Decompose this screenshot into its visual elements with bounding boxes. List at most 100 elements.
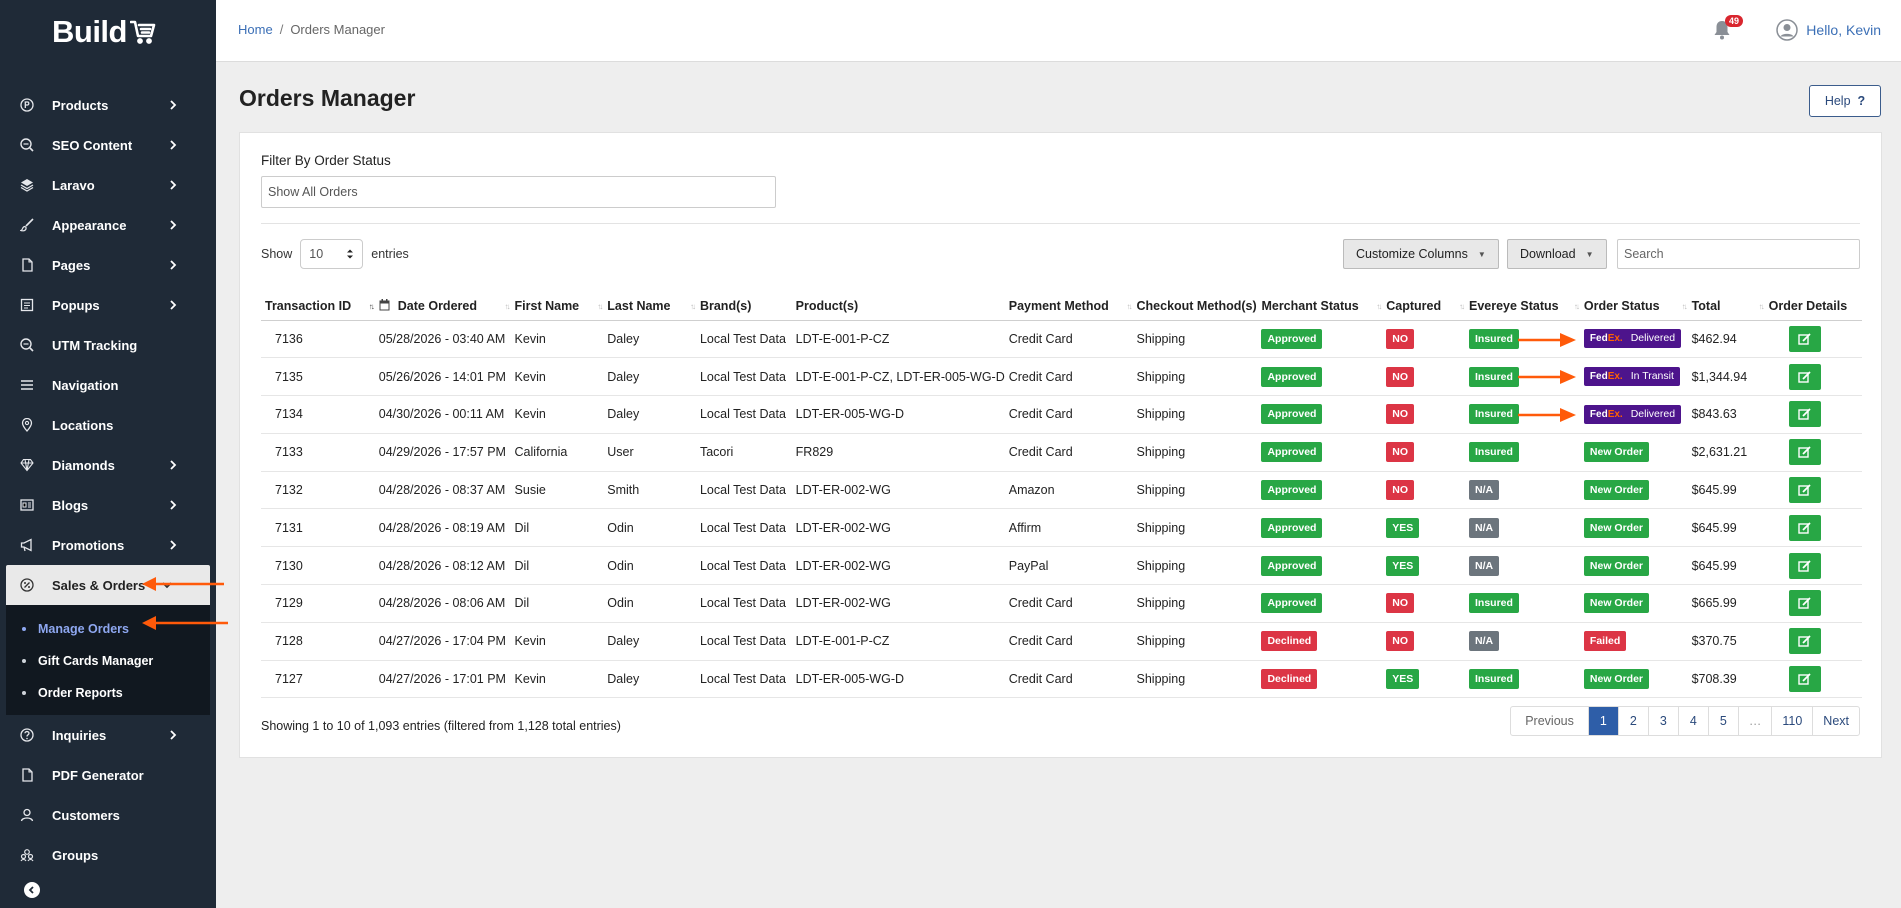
table-row[interactable]: 7130 04/28/2026 - 08:12 AM Dil Odin Local Te…	[261, 546, 1862, 586]
sidebar-item-popups[interactable]: Popups	[0, 285, 216, 325]
submenu-item-order-reports[interactable]: Order Reports	[6, 677, 210, 709]
column-header-brand-s[interactable]: Brand(s)	[695, 293, 792, 321]
table-row[interactable]: 7127 04/27/2026 - 17:01 PM Kevin Daley Local…	[261, 660, 1862, 699]
column-header-order-details[interactable]: Order Details	[1764, 293, 1862, 321]
sidebar-item-blogs[interactable]: Blogs	[0, 485, 216, 525]
edit-order-button[interactable]	[1788, 363, 1821, 390]
search-input[interactable]: Search	[1617, 239, 1860, 269]
calendar-icon	[379, 298, 390, 314]
column-header-label: Order Status	[1583, 299, 1660, 314]
edit-order-button[interactable]	[1788, 628, 1821, 655]
sidebar-item-pdf-generator[interactable]: PDF Generator	[0, 755, 216, 795]
sidebar-item-label: Locations	[52, 417, 114, 433]
table-row[interactable]: 7128 04/27/2026 - 17:04 PM Kevin Daley Local…	[261, 622, 1862, 661]
sidebar-item-laravo[interactable]: Laravo	[0, 165, 216, 205]
edit-order-button[interactable]	[1788, 590, 1821, 617]
column-header-last-name[interactable]: Last Name ↑↓	[603, 293, 696, 321]
cell-brand: Local Test Data	[695, 660, 792, 699]
cell-product: LDT-ER-005-WG-D	[791, 660, 1005, 699]
table-row[interactable]: 7136 05/28/2026 - 03:40 AM Kevin Daley Local…	[261, 320, 1862, 359]
edit-order-button[interactable]	[1788, 439, 1821, 466]
cell-payment-method: Affirm	[1004, 508, 1133, 548]
sidebar-item-utm-tracking[interactable]: UTM Tracking	[0, 325, 216, 365]
submenu-item-gift-cards-manager[interactable]: Gift Cards Manager	[6, 645, 210, 677]
sidebar-item-locations[interactable]: Locations	[0, 405, 216, 445]
sidebar-item-products[interactable]: Products	[0, 85, 216, 125]
cell-brand: Local Test Data	[695, 395, 792, 434]
download-button[interactable]: Download ▼	[1507, 239, 1607, 269]
edit-order-button[interactable]	[1788, 666, 1821, 693]
column-header-captured[interactable]: Captured ↑↓	[1382, 293, 1465, 321]
page-110[interactable]: 110	[1771, 707, 1812, 735]
collapse-sidebar-icon[interactable]	[24, 882, 40, 898]
column-header-payment-method[interactable]: Payment Method ↑↓	[1004, 293, 1133, 321]
column-header-merchant-status[interactable]: Merchant Status ↑↓	[1257, 293, 1383, 321]
sidebar-item-inquiries[interactable]: Inquiries	[0, 715, 216, 755]
order-status-filter[interactable]: Show All Orders	[261, 176, 776, 208]
edit-order-button[interactable]	[1788, 477, 1821, 504]
notifications-button[interactable]: 49	[1713, 15, 1744, 40]
sidebar-item-label: Pages	[52, 257, 91, 273]
page-1[interactable]: 1	[1587, 707, 1618, 735]
table-row[interactable]: 7135 05/26/2026 - 14:01 PM Kevin Daley Local…	[261, 357, 1862, 397]
edit-order-button[interactable]	[1788, 325, 1821, 352]
column-header-checkout-method-s[interactable]: Checkout Method(s)	[1132, 293, 1258, 321]
column-header-date-ordered[interactable]: Date Ordered ↑↓	[374, 293, 511, 321]
page-next[interactable]: Next	[1812, 707, 1859, 735]
pagination: Previous 1 2 3 4 5… 110 Next	[1510, 706, 1860, 736]
sidebar-item-diamonds[interactable]: Diamonds	[0, 445, 216, 485]
column-header-total[interactable]: Total ↑↓	[1687, 293, 1765, 321]
fedex-status-badge[interactable]: FedEx. In Transit	[1583, 367, 1680, 387]
annotation-arrow-icon	[142, 616, 228, 630]
edit-order-button[interactable]	[1788, 552, 1821, 579]
column-header-evereye-status[interactable]: Evereye Status ↑↓	[1465, 293, 1580, 321]
sidebar-item-appearance[interactable]: Appearance	[0, 205, 216, 245]
column-header-product-s[interactable]: Product(s)	[791, 293, 1005, 321]
sidebar-item-customers[interactable]: Customers	[0, 795, 216, 835]
customize-columns-button[interactable]: Customize Columns ▼	[1343, 239, 1499, 269]
cell-merchant-status: Declined	[1257, 622, 1383, 661]
edit-order-button[interactable]	[1788, 514, 1821, 541]
submenu-item-manage-orders[interactable]: Manage Orders	[6, 613, 210, 645]
sort-icon: ↑↓	[689, 302, 696, 311]
page-3[interactable]: 3	[1647, 707, 1678, 735]
cell-brand: Local Test Data	[695, 508, 792, 548]
breadcrumb-home[interactable]: Home	[238, 22, 273, 37]
cell-evereye-status: N/A	[1465, 471, 1580, 510]
edit-order-button[interactable]	[1788, 401, 1821, 428]
cell-date-ordered: 04/28/2026 - 08:19 AM	[374, 508, 511, 548]
page-2[interactable]: 2	[1617, 707, 1648, 735]
column-header-transaction-id[interactable]: Transaction ID ↑↓	[261, 293, 375, 321]
table-row[interactable]: 7133 04/29/2026 - 17:57 PM California User T…	[261, 433, 1862, 472]
sidebar-item-pages[interactable]: Pages	[0, 245, 216, 285]
table-row[interactable]: 7131 04/28/2026 - 08:19 AM Dil Odin Local Te…	[261, 508, 1862, 548]
sidebar-item-groups[interactable]: Groups	[0, 835, 216, 875]
help-button[interactable]: Help ?	[1809, 85, 1881, 117]
page-previous[interactable]: Previous	[1525, 714, 1574, 728]
evereye-status-badge: Insured	[1469, 669, 1519, 690]
captured-badge: NO	[1386, 404, 1414, 425]
evereye-status-badge: N/A	[1469, 631, 1500, 652]
sidebar-item-seo-content[interactable]: SEO Content	[0, 125, 216, 165]
sidebar-item-navigation[interactable]: Navigation	[0, 365, 216, 405]
breadcrumb-separator: /	[279, 22, 284, 37]
column-header-order-status[interactable]: Order Status ↑↓	[1579, 293, 1688, 321]
fedex-status-badge[interactable]: FedEx. Delivered	[1583, 404, 1682, 424]
table-row[interactable]: 7129 04/28/2026 - 08:06 AM Dil Odin Local Te…	[261, 584, 1862, 623]
table-row[interactable]: 7134 04/30/2026 - 00:11 AM Kevin Daley Local…	[261, 395, 1862, 434]
column-header-first-name[interactable]: First Name ↑↓	[510, 293, 604, 321]
sidebar-item-promotions[interactable]: Promotions	[0, 525, 216, 565]
captured-badge: NO	[1386, 593, 1414, 614]
entries-value: 10	[309, 247, 324, 261]
fedex-status-badge[interactable]: FedEx. Delivered	[1583, 329, 1682, 349]
entries-select[interactable]: 10	[300, 239, 364, 269]
user-menu[interactable]: Hello, Kevin	[1776, 19, 1881, 41]
updown-icon	[347, 249, 354, 259]
app-logo[interactable]: Build	[52, 12, 156, 52]
captured-badge: NO	[1386, 366, 1414, 387]
table-row[interactable]: 7132 04/28/2026 - 08:37 AM Susie Smith Local…	[261, 471, 1862, 510]
page-5[interactable]: 5	[1707, 707, 1738, 735]
page-4[interactable]: 4	[1677, 707, 1708, 735]
cell-product: LDT-E-001-P-CZ	[791, 320, 1005, 359]
bullet-icon	[22, 627, 26, 631]
